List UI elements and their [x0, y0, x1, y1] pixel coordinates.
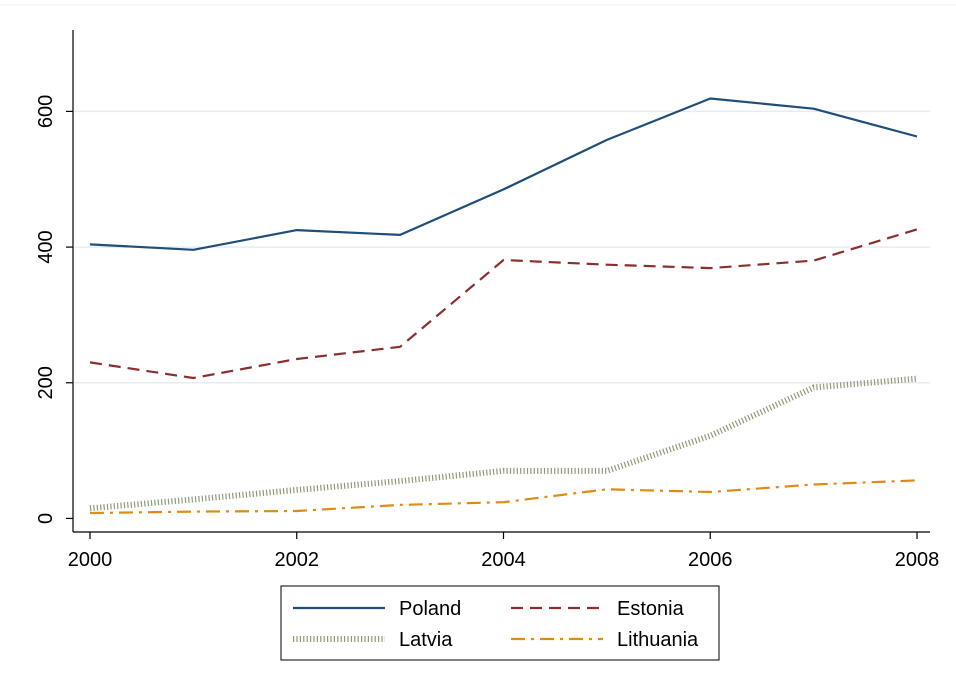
legend-label-poland: Poland	[399, 598, 461, 620]
legend-label-estonia: Estonia	[617, 598, 685, 620]
x-tick-label: 2008	[895, 549, 940, 571]
series-line-lithuania	[89, 479, 918, 515]
x-tick-label: 2006	[688, 549, 733, 571]
y-tick-label: 400	[35, 230, 57, 263]
y-tick-label: 600	[35, 95, 57, 128]
series-line-poland	[89, 97, 918, 251]
x-tick-label: 2004	[481, 549, 526, 571]
y-tick-label: 200	[35, 366, 57, 399]
series-line-estonia	[89, 228, 918, 380]
legend: Poland Estonia Latvia Lithuania	[280, 585, 720, 661]
axes: 0 200 400 600 2000 2002 2004 2006 2008	[35, 30, 939, 571]
legend-label-latvia: Latvia	[399, 629, 453, 651]
legend-box	[280, 585, 720, 661]
y-tick-label: 0	[35, 513, 57, 524]
series-lines	[89, 97, 918, 515]
legend-label-lithuania: Lithuania	[617, 629, 699, 651]
x-tick-label: 2002	[275, 549, 320, 571]
series-line-latvia	[89, 375, 918, 512]
gridlines	[74, 110, 930, 384]
x-tick-label: 2000	[68, 549, 113, 571]
